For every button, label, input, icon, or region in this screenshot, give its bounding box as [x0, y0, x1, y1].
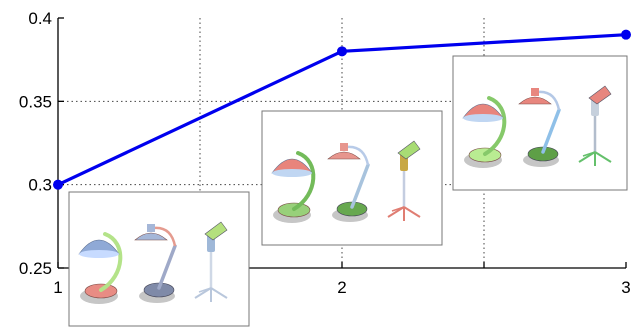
x-tick-label: 2 [337, 278, 346, 297]
y-tick-label: 0.25 [19, 259, 52, 278]
lamp-inset-3 [452, 55, 628, 191]
lamp-arm [292, 151, 316, 211]
lamp-arm-upper [536, 90, 561, 111]
y-tick-label: 0.35 [19, 92, 52, 111]
data-point [53, 179, 63, 190]
lamp-shade [518, 96, 552, 105]
y-tick-label: 0.4 [28, 9, 52, 28]
lamp-arm [483, 96, 507, 156]
x-tick-label: 3 [621, 278, 630, 297]
lamp-shade [588, 85, 612, 105]
lamp-leg [403, 206, 421, 218]
lamp-base [527, 146, 559, 162]
tick-labels: 0.25 0.3 0.35 0.4 1 2 3 [19, 9, 631, 297]
lamp-arm-lower [541, 108, 561, 154]
lamp-shade [134, 232, 168, 241]
lamp-base [336, 201, 368, 217]
lamp-leg [391, 206, 405, 212]
lamp-base [143, 282, 175, 298]
lamp-insets [68, 55, 628, 327]
inset-frame [68, 191, 250, 327]
series-layer [53, 29, 631, 190]
lamp-shade [204, 221, 228, 241]
y-tick-label: 0.3 [28, 176, 52, 195]
lamp-arm [99, 232, 123, 292]
lamp-shade [397, 140, 421, 160]
data-point [337, 46, 347, 57]
lamp-inset-2 [261, 110, 443, 246]
lamp-arm-lower [350, 163, 370, 209]
lamp-inset-1 [68, 191, 250, 327]
data-point [621, 29, 631, 40]
lamp-shade-rim [463, 114, 503, 122]
lamp-shade-rim [79, 250, 119, 258]
inset-frame [452, 55, 628, 191]
inset-frame [261, 110, 443, 246]
lamp-neck [531, 88, 539, 96]
lamp-arm-lower [157, 244, 177, 290]
lamp-leg [594, 151, 612, 163]
lamp-leg [210, 287, 228, 299]
lamp-neck [147, 224, 155, 232]
x-tick-label: 1 [53, 278, 62, 297]
lamp-arm-upper [152, 226, 177, 247]
lamp-shade [327, 151, 361, 160]
lamp-arm-upper [345, 145, 370, 166]
lamp-leg [582, 151, 596, 157]
lamp-shade-rim [272, 169, 312, 177]
lamp-leg [198, 287, 212, 293]
lamp-neck [340, 143, 348, 151]
